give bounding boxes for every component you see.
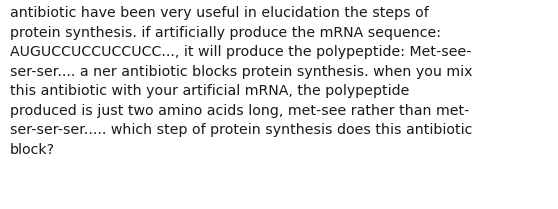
Text: antibiotic have been very useful in elucidation the steps of
protein synthesis. : antibiotic have been very useful in eluc… — [10, 6, 473, 157]
